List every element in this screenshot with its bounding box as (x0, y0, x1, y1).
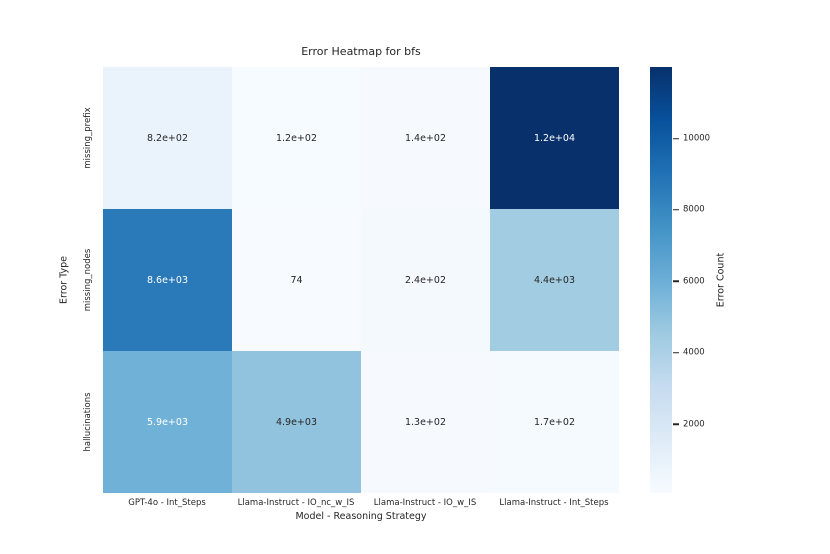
cell-value: 8.6e+03 (146, 274, 188, 286)
tick-mark (673, 352, 679, 354)
cell-value: 4.9e+03 (275, 416, 317, 428)
cell-value: 4.4e+03 (533, 274, 575, 286)
colorbar-tick-label: 8000 (683, 204, 705, 215)
tick-mark (673, 209, 679, 211)
x-axis-label: Model - Reasoning Strategy (295, 511, 427, 522)
x-tick-label: GPT-4o - Int_Steps (128, 498, 206, 508)
cell-value: 1.2e+04 (533, 132, 575, 144)
cell-value: 5.9e+03 (146, 416, 188, 428)
heatmap-cell: 4.9e+03 (232, 351, 361, 493)
colorbar-tick-label: 10000 (683, 133, 711, 144)
x-tick-label: Llama-Instruct - IO_nc_w_IS (237, 498, 355, 508)
heatmap-cell: 74 (232, 209, 361, 351)
y-tick-label: hallucinations (83, 392, 93, 452)
heatmap-cell: 1.2e+02 (232, 67, 361, 209)
colorbar (650, 67, 672, 493)
y-tick-label: missing_nodes (83, 248, 93, 312)
cell-value: 2.4e+02 (404, 274, 446, 286)
colorbar-axis-label: Error Count (715, 252, 727, 308)
tick-mark (673, 423, 679, 425)
colorbar-tick: 8000 (673, 206, 705, 215)
cell-value: 1.2e+02 (275, 132, 317, 144)
cell-value: 1.3e+02 (404, 416, 446, 428)
colorbar-tick: 4000 (673, 349, 705, 358)
chart-title: Error Heatmap for bfs (301, 45, 421, 58)
heatmap-cell: 8.6e+03 (103, 209, 232, 351)
colorbar-tick: 6000 (673, 277, 705, 286)
heatmap-cell: 2.4e+02 (361, 209, 490, 351)
heatmap-cell: 1.7e+02 (490, 351, 619, 493)
tick-mark (673, 137, 679, 140)
x-tick-label: Llama-Instruct - IO_w_IS (373, 498, 477, 508)
colorbar-ticks: 2000 4000 6000 8000 10000 (673, 67, 733, 493)
heatmap-cell: 8.2e+02 (103, 67, 232, 209)
colorbar-tick: 2000 (673, 420, 705, 429)
colorbar-tick-label: 6000 (683, 276, 705, 287)
colorbar-tick-label: 4000 (683, 347, 705, 358)
y-tick-label: missing_prefix (83, 107, 93, 169)
y-axis-label: Error Type (58, 256, 70, 304)
heatmap-cell: 1.2e+04 (490, 67, 619, 209)
cell-value: 1.4e+02 (404, 132, 446, 144)
heatmap-cell: 1.4e+02 (361, 67, 490, 209)
x-tick-label: Llama-Instruct - Int_Steps (499, 498, 609, 508)
heatmap-grid: 8.2e+02 1.2e+02 1.4e+02 1.2e+04 8.6e+03 … (103, 67, 619, 493)
colorbar-tick-label: 2000 (683, 418, 705, 429)
heatmap-cell: 1.3e+02 (361, 351, 490, 493)
colorbar-tick: 10000 (673, 134, 710, 143)
cell-value: 1.7e+02 (533, 416, 575, 428)
cell-value: 74 (290, 274, 303, 286)
cell-value: 8.2e+02 (146, 132, 188, 144)
heatmap-cell: 4.4e+03 (490, 209, 619, 351)
tick-mark (673, 280, 679, 283)
heatmap-cell: 5.9e+03 (103, 351, 232, 493)
